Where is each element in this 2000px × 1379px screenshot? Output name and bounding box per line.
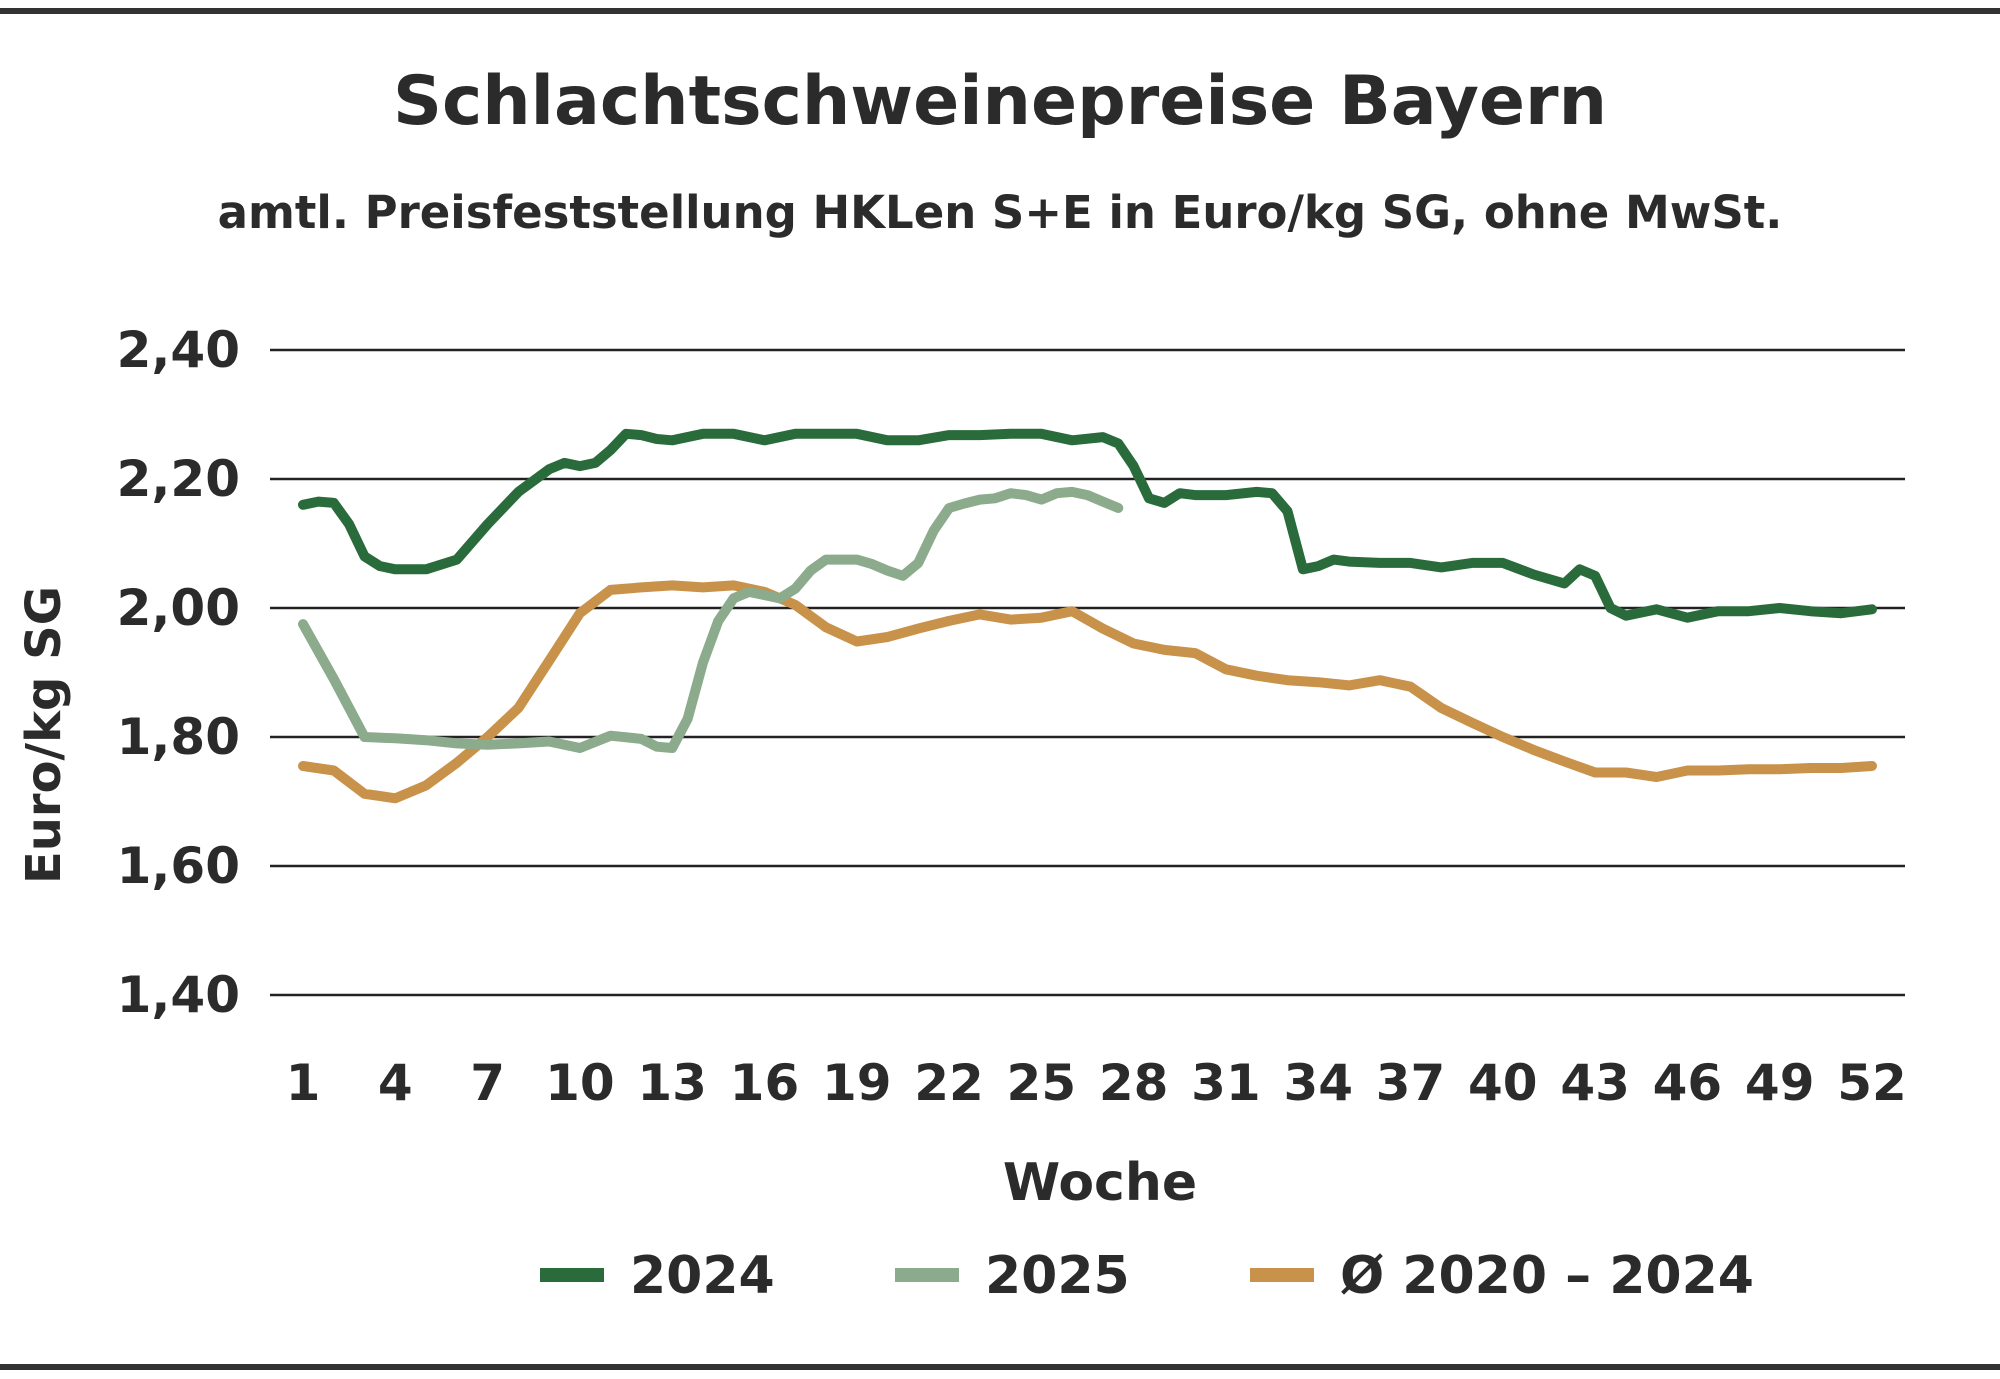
series-lines <box>298 428 1877 804</box>
x-tick-label: 40 <box>1468 1054 1538 1112</box>
legend-swatch <box>895 1268 959 1282</box>
legend-label: Ø 2020 – 2024 <box>1340 1246 1754 1306</box>
x-tick-label: 25 <box>1007 1054 1077 1112</box>
x-tick-label: 49 <box>1745 1054 1815 1112</box>
bottom-rule <box>0 1364 2000 1370</box>
y-tick-labels: 2,40 2,20 2,00 1,80 1,60 1,40 <box>117 321 240 1024</box>
x-tick-label: 10 <box>545 1054 615 1112</box>
x-tick-label: 34 <box>1283 1054 1353 1112</box>
x-tick-label: 4 <box>378 1054 413 1112</box>
series-line-1 <box>298 428 1877 623</box>
legend-swatch <box>540 1268 604 1282</box>
x-tick-label: 52 <box>1837 1054 1907 1112</box>
x-tick-labels: 1 4 7 10 13 16 19 22 25 28 31 34 37 40 43 46 49 52 <box>286 1054 1907 1112</box>
legend-swatch <box>1250 1268 1314 1282</box>
legend-label: 2024 <box>630 1246 775 1306</box>
series-line-3 <box>298 580 1877 804</box>
y-tick-label: 1,80 <box>117 708 240 766</box>
x-tick-label: 43 <box>1560 1054 1630 1112</box>
x-tick-label: 46 <box>1653 1054 1723 1112</box>
y-tick-label: 2,40 <box>117 321 240 379</box>
x-tick-label: 19 <box>822 1054 892 1112</box>
y-tick-label: 1,40 <box>117 966 240 1024</box>
y-tick-label: 2,20 <box>117 450 240 508</box>
series-line-2 <box>298 486 1124 753</box>
y-tick-label: 1,60 <box>117 837 240 895</box>
x-tick-label: 13 <box>637 1054 707 1112</box>
x-tick-label: 22 <box>914 1054 984 1112</box>
chart-subtitle: amtl. Preisfeststellung HKLen S+E in Eur… <box>217 186 1783 239</box>
top-rule <box>0 8 2000 14</box>
x-tick-label: 7 <box>470 1054 505 1112</box>
x-tick-label: 31 <box>1191 1054 1261 1112</box>
y-tick-label: 2,00 <box>117 579 240 637</box>
chart-title: Schlachtschweinepreise Bayern <box>392 62 1607 141</box>
x-tick-label: 37 <box>1376 1054 1446 1112</box>
x-tick-label: 1 <box>286 1054 321 1112</box>
y-axis-label: Euro/kg SG <box>16 586 72 884</box>
grid-lines <box>270 348 1905 997</box>
legend-label: 2025 <box>985 1246 1130 1306</box>
x-tick-label: 28 <box>1099 1054 1169 1112</box>
legend: 2024 2025 Ø 2020 – 2024 <box>540 1246 1754 1306</box>
x-tick-label: 16 <box>730 1054 800 1112</box>
x-axis-label: Woche <box>1003 1153 1197 1213</box>
